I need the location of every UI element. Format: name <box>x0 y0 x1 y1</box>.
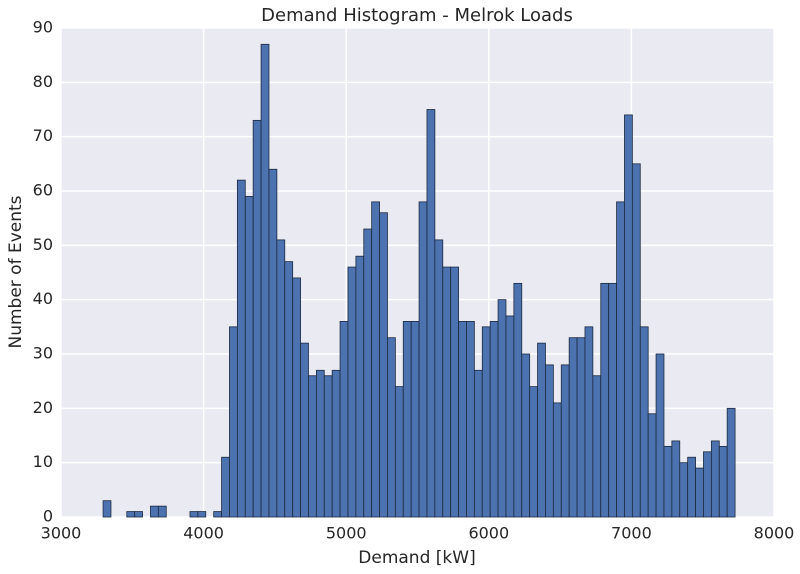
bar <box>236 179 246 518</box>
bar <box>489 320 499 518</box>
bar <box>134 511 143 518</box>
bar <box>718 445 728 518</box>
bar <box>710 440 720 518</box>
bar <box>276 239 286 518</box>
bar <box>473 369 483 518</box>
bar <box>703 451 712 518</box>
bar <box>347 266 357 518</box>
bar <box>655 353 665 518</box>
bar <box>576 337 586 518</box>
bar <box>631 163 641 518</box>
bar <box>213 511 222 518</box>
bar <box>545 364 554 518</box>
x-tick-label: 7000 <box>611 524 652 543</box>
y-tick-label: 70 <box>33 126 53 145</box>
y-axis-label: Number of Events <box>6 195 26 348</box>
bar <box>189 511 199 518</box>
bar <box>726 407 736 518</box>
x-tick-label: 8000 <box>754 524 795 543</box>
bar <box>639 326 649 518</box>
bar <box>418 201 428 518</box>
y-tick-label: 60 <box>33 181 53 200</box>
bar <box>584 326 594 518</box>
bar <box>608 282 617 518</box>
bar <box>426 109 436 518</box>
bar <box>505 315 515 518</box>
bar <box>568 337 578 518</box>
bar <box>647 413 657 518</box>
y-tick-label: 80 <box>33 72 53 91</box>
bar <box>552 402 562 518</box>
bar <box>300 342 309 518</box>
bar <box>513 282 523 518</box>
bar <box>229 326 238 518</box>
bar <box>497 299 507 518</box>
bar <box>529 386 538 518</box>
bar <box>679 462 689 518</box>
bar <box>292 277 301 518</box>
chart-title: Demand Histogram - Melrok Loads <box>261 5 573 26</box>
bar <box>126 511 136 518</box>
bar <box>371 201 380 518</box>
bar <box>410 320 420 518</box>
x-tick-label: 4000 <box>183 524 224 543</box>
x-tick-label: 6000 <box>468 524 509 543</box>
bar <box>402 320 412 518</box>
bar <box>244 196 254 518</box>
y-tick-label: 20 <box>33 398 53 417</box>
bar <box>394 386 404 518</box>
bar <box>521 353 531 518</box>
bar <box>157 505 167 518</box>
bar <box>695 467 704 518</box>
bar <box>284 261 294 518</box>
bar <box>687 456 696 518</box>
bar <box>458 320 467 518</box>
bar <box>331 369 341 518</box>
x-tick-label: 5000 <box>326 524 367 543</box>
bar <box>197 511 207 518</box>
bar <box>339 320 349 518</box>
bar <box>616 201 625 518</box>
bar <box>268 168 278 518</box>
bar <box>560 364 570 518</box>
y-tick-label: 0 <box>43 507 53 526</box>
bar <box>102 500 112 518</box>
bar <box>308 375 317 518</box>
bar <box>442 266 452 518</box>
bar <box>379 212 388 518</box>
y-tick-label: 50 <box>33 235 53 254</box>
bar <box>387 337 396 518</box>
bar <box>355 255 365 518</box>
bar <box>481 326 491 518</box>
bar <box>671 440 681 518</box>
bar <box>150 505 159 518</box>
bar <box>315 369 325 518</box>
bar <box>592 375 602 518</box>
bar <box>663 445 673 518</box>
y-tick-label: 40 <box>33 289 53 308</box>
bar <box>363 228 373 518</box>
bar <box>323 375 333 518</box>
bar <box>221 456 230 518</box>
y-tick-label: 90 <box>33 18 53 37</box>
bar <box>600 282 610 518</box>
bar <box>624 114 633 518</box>
x-tick-label: 3000 <box>41 524 82 543</box>
bar <box>466 320 475 518</box>
bar <box>450 266 459 518</box>
bar <box>537 342 546 518</box>
y-tick-label: 30 <box>33 344 53 363</box>
bar <box>252 119 262 518</box>
y-tick-label: 10 <box>33 452 53 471</box>
bar <box>434 239 444 518</box>
x-axis-label: Demand [kW] <box>358 548 475 568</box>
bar <box>260 43 270 518</box>
